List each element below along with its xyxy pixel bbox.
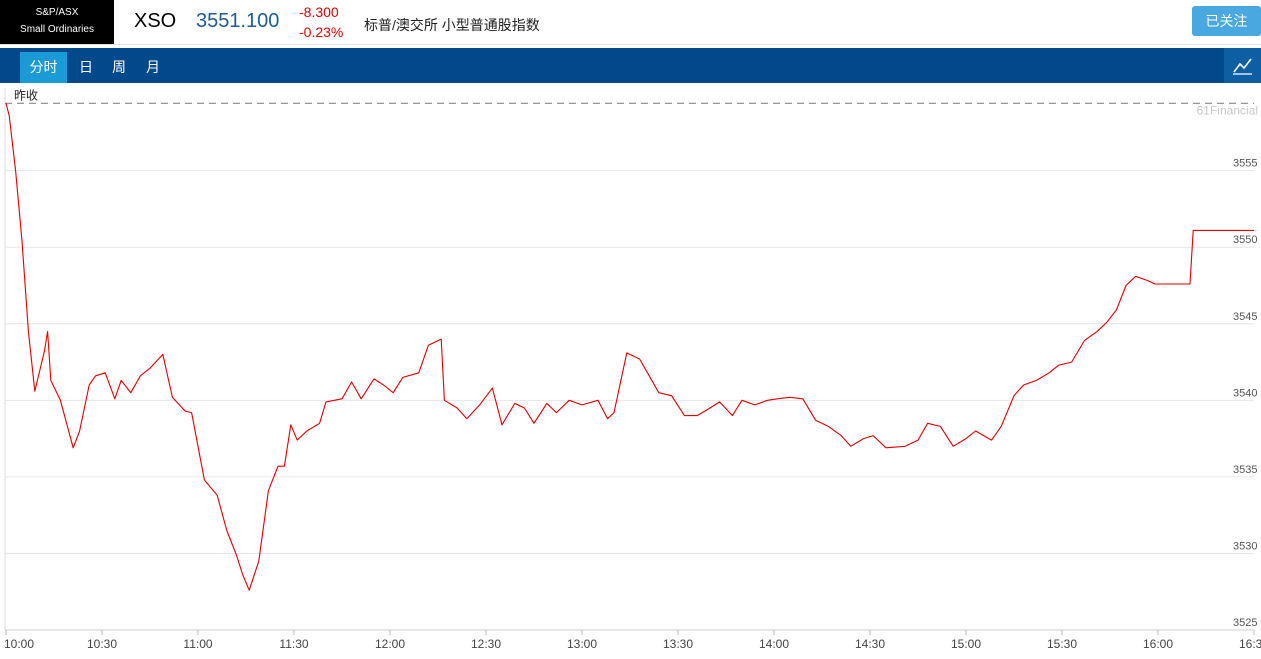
icon-line [1233,58,1252,73]
index-logo: S&P/ASX Small Ordinaries [0,0,114,44]
price: 3551.100 [196,10,280,32]
x-tick-label: 14:00 [759,637,789,651]
x-tick-label: 10:00 [4,637,34,651]
follow-button[interactable]: 已关注 [1192,6,1261,36]
x-tick-label: 15:00 [951,637,981,651]
y-tick-label: 3535 [1233,464,1257,476]
tab-bar: 分时 日 周 月 [0,48,1261,83]
y-tick-label: 3555 [1233,158,1257,170]
y-tick-label: 3550 [1233,234,1257,246]
x-tick-label: 12:00 [375,637,405,651]
x-tick-label: 13:00 [567,637,597,651]
x-tick-label: 13:30 [663,637,693,651]
change-percent: -0.23% [299,24,344,40]
y-tick-label: 3530 [1233,540,1257,552]
previous-close-label: 昨收 [14,88,38,102]
tab[interactable]: 月 [146,59,160,75]
chart: 3525 3530 3535 3540 3545 3550 3555 10:00 10:30 11… [4,88,1261,651]
tab[interactable]: 周 [112,59,126,75]
header: S&P/ASX Small Ordinaries XSO 3551.100 -8… [0,0,1261,45]
x-tick-label: 16:30 [1239,637,1261,651]
y-tick-label: 3540 [1233,387,1257,399]
chart-icon [1233,58,1252,75]
x-tick-label: 15:30 [1047,637,1077,651]
change: -8.300 [299,4,339,20]
watermark: 61Financial [1197,103,1258,117]
tab[interactable]: 日 [79,59,93,75]
x-tick-label: 11:30 [279,637,308,651]
chart-type-button[interactable] [1224,48,1261,83]
x-tick-label: 11:00 [183,637,212,651]
y-tick-label: 3545 [1233,311,1257,323]
x-tick-label: 16:00 [1143,637,1173,651]
index-name: 标普/澳交所 小型普通股指数 [364,17,540,33]
symbol: XSO [134,10,177,32]
x-tick-label: 10:30 [87,637,117,651]
logo-line: S&P/ASX [35,7,79,18]
x-tick-label: 14:30 [855,637,885,651]
x-tick-label: 12:30 [471,637,501,651]
logo-line: Small Ordinaries [20,24,94,35]
y-tick-label: 3525 [1233,617,1257,629]
tab[interactable]: 分时 [20,52,67,83]
price-line [5,103,1254,591]
